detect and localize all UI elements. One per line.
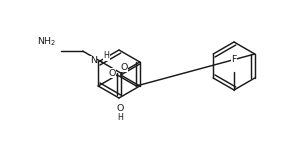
Text: H: H	[117, 113, 123, 122]
Text: F: F	[231, 55, 237, 64]
Text: N: N	[90, 57, 97, 66]
Text: O: O	[116, 104, 124, 113]
Text: H: H	[104, 52, 110, 61]
Text: O: O	[120, 63, 128, 72]
Text: NH$_2$: NH$_2$	[37, 36, 57, 48]
Text: O: O	[108, 69, 116, 78]
